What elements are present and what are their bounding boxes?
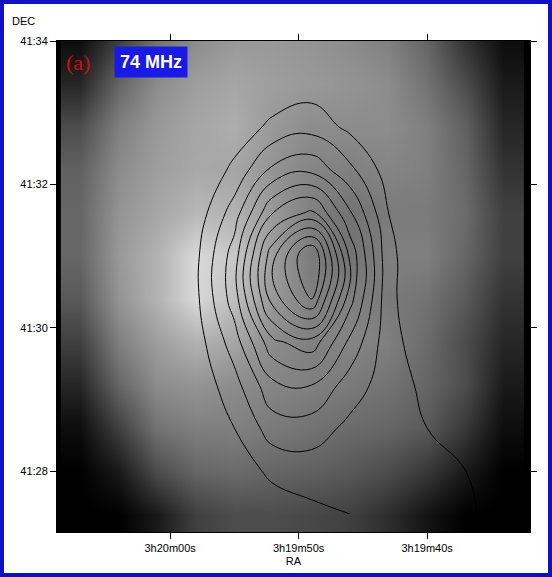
svg-text:RA: RA	[286, 555, 302, 567]
svg-text:74 MHz: 74 MHz	[120, 52, 182, 72]
svg-text:41:32: 41:32	[20, 178, 48, 190]
svg-text:41:34: 41:34	[20, 35, 48, 47]
svg-text:41:30: 41:30	[20, 322, 48, 334]
svg-text:(a): (a)	[66, 50, 90, 75]
svg-text:3h19m50s: 3h19m50s	[273, 542, 325, 554]
svg-text:DEC: DEC	[12, 15, 35, 27]
svg-text:3h19m40s: 3h19m40s	[401, 542, 453, 554]
svg-text:41:28: 41:28	[20, 465, 48, 477]
svg-text:3h20m00s: 3h20m00s	[144, 542, 196, 554]
